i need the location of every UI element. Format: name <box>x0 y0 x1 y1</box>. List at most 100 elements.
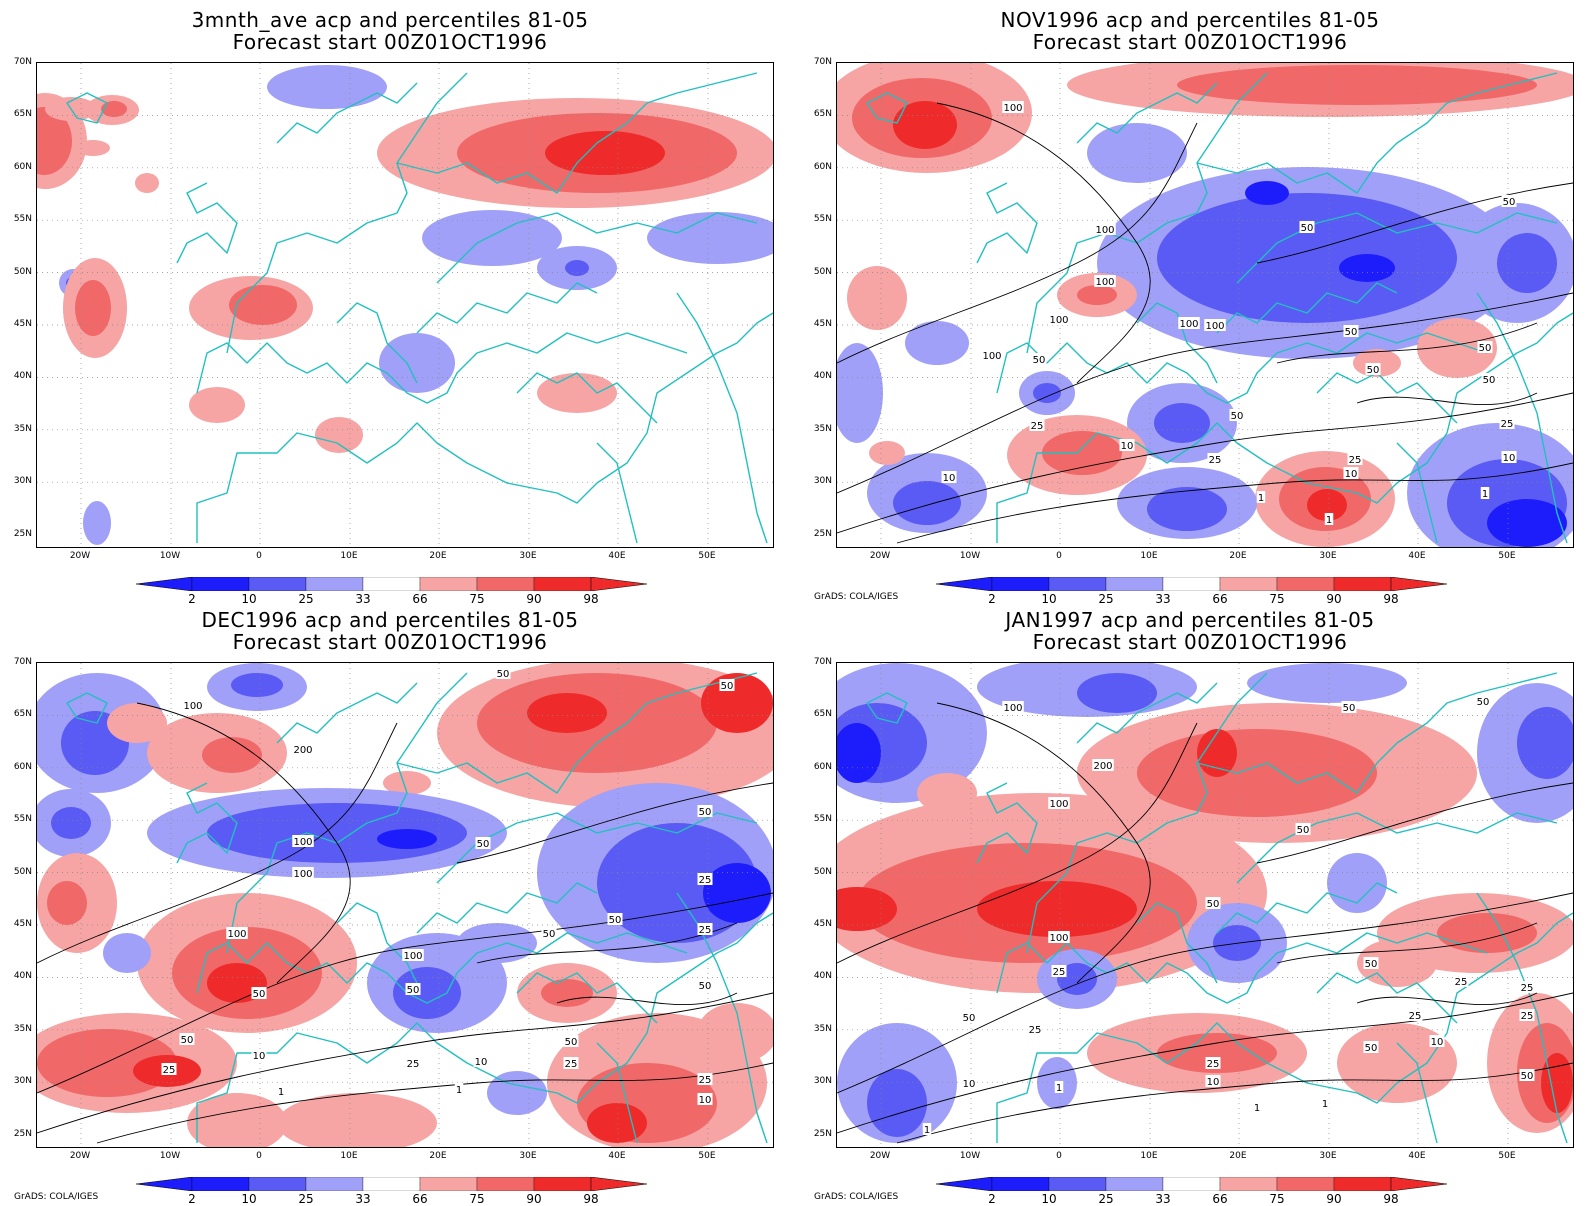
contour-label-bg <box>941 471 957 483</box>
lat-label: 30N <box>813 476 832 487</box>
contour-label: 50 <box>1033 355 1046 366</box>
coastline <box>596 442 638 544</box>
shaded-region <box>1154 403 1210 443</box>
shaded-region <box>315 417 363 453</box>
colorbar-label: 10 <box>241 592 257 606</box>
lat-label: 45N <box>13 319 32 329</box>
colorbar-segment <box>1048 576 1107 592</box>
coastline <box>416 282 598 334</box>
colorbar <box>135 1176 656 1195</box>
lon-label: 10E <box>1140 551 1158 561</box>
shaded-region <box>277 1093 437 1147</box>
contour-label: 25 <box>1207 1059 1220 1070</box>
contour-label-bg <box>475 837 491 849</box>
shaded-region <box>202 737 262 773</box>
contour-line <box>896 462 1573 544</box>
contour-line <box>837 122 1198 364</box>
contour-label: 10 <box>1431 1037 1444 1048</box>
colorbar-segment <box>1162 576 1221 592</box>
shaded-region <box>83 501 111 545</box>
contour-label: 25 <box>1455 977 1468 988</box>
colorbar-label: 98 <box>583 1192 599 1206</box>
lon-label: 20E <box>429 551 447 561</box>
contour-line <box>837 292 1573 494</box>
contour-label: 50 <box>1345 327 1358 338</box>
contour-label-bg <box>1519 1069 1535 1081</box>
contour-label: 50 <box>1297 825 1310 836</box>
lat-label: 65N <box>13 709 32 720</box>
colorbar-segment <box>362 1176 421 1192</box>
colorbar-label: 66 <box>1212 592 1228 606</box>
lat-label: 55N <box>813 214 832 225</box>
shaded-region <box>47 881 87 925</box>
lon-label: 20E <box>1229 1151 1247 1161</box>
contour-label-bg <box>251 987 267 999</box>
contour-label-bg <box>1363 1041 1379 1053</box>
shaded-region <box>229 285 297 325</box>
contour-label-bg <box>1363 957 1379 969</box>
map-subtitle: Forecast start 00Z01OCT1996 <box>232 30 548 54</box>
contour-label-bg <box>1407 1009 1423 1021</box>
colorbar-segment <box>305 576 364 592</box>
colorbar-segment <box>191 1176 250 1192</box>
map-area <box>36 62 774 548</box>
contour-label-bg <box>1048 931 1070 943</box>
shaded-region <box>541 979 593 1007</box>
coastline <box>436 212 758 284</box>
contour-label-bg <box>1501 195 1517 207</box>
colorbar-segment <box>248 1176 307 1192</box>
contour-label: 50 <box>1483 375 1496 386</box>
contour-label-bg <box>563 1035 579 1047</box>
colorbar <box>935 1176 1456 1195</box>
coastline <box>1236 812 1558 884</box>
contour-label-bg <box>405 983 421 995</box>
contour-label-bg <box>607 913 623 925</box>
contour-label: 50 <box>181 1035 194 1046</box>
shaded-region <box>867 1069 927 1137</box>
lat-label: 40N <box>813 971 832 982</box>
colorbar-segment <box>1048 1176 1107 1192</box>
contour-label: 50 <box>497 669 510 680</box>
contour-label: 25 <box>699 1075 712 1086</box>
contour-label: 50 <box>1207 899 1220 910</box>
contour-label: 50 <box>609 915 622 926</box>
contour-label: 50 <box>253 989 266 1000</box>
contour-label: 50 <box>1365 959 1378 970</box>
shaded-region <box>1177 65 1537 105</box>
lon-label: 50E <box>1498 1151 1516 1161</box>
contour-label-bg <box>1205 897 1221 909</box>
contour-label: 1 <box>1258 493 1264 504</box>
colorbar-right-arrow <box>590 1176 648 1192</box>
lon-label: 40E <box>608 551 626 561</box>
lon-label: 40E <box>1408 1151 1426 1161</box>
contour-label-bg <box>697 1093 713 1105</box>
colorbar-label: 90 <box>526 1192 542 1206</box>
lat-label: 60N <box>813 161 832 172</box>
colorbar-label: 90 <box>1326 592 1342 606</box>
lon-label: 50E <box>1498 551 1516 561</box>
contour-line <box>837 992 1573 1134</box>
contour-label: 25 <box>1501 419 1514 430</box>
shaded-region <box>1487 499 1567 547</box>
lon-label: 0 <box>1056 1151 1062 1161</box>
contour-label: 25 <box>1053 967 1066 978</box>
contour-line <box>1256 182 1573 264</box>
lat-label: 45N <box>813 319 832 329</box>
contour-label-bg <box>292 867 314 879</box>
shaded-region <box>647 212 773 264</box>
colorbar-right-arrow <box>590 576 648 592</box>
coastline <box>276 82 418 144</box>
contour-label: 100 <box>293 869 312 880</box>
contour-label: 50 <box>543 929 556 940</box>
shaded-region <box>107 703 167 743</box>
lon-label: 30E <box>1319 551 1337 561</box>
lat-label: 45N <box>813 919 832 929</box>
contour-label-bg <box>1324 513 1334 525</box>
colorbar-segment <box>1276 1176 1335 1192</box>
shaded-region <box>1245 181 1289 205</box>
colorbar-label: 98 <box>1383 1192 1399 1206</box>
lat-label: 70N <box>13 657 32 667</box>
coastline <box>1216 882 1398 934</box>
shaded-region <box>267 65 387 109</box>
grads-credit: GrADS: COLA/IGES <box>814 1192 899 1202</box>
